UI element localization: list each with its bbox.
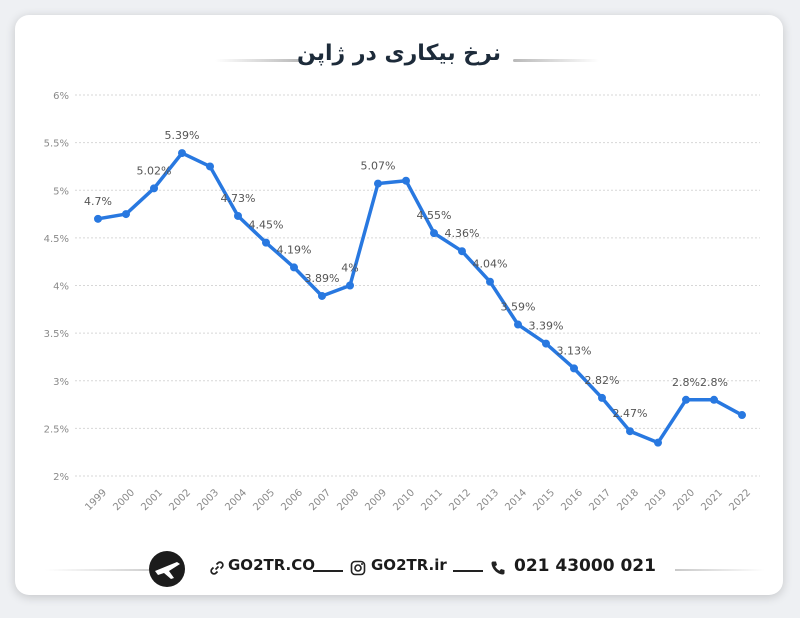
data-point[interactable]	[262, 238, 270, 247]
footer-rule-right	[675, 569, 765, 571]
title-bar: نرخ بیکاری در ژاپن	[15, 15, 783, 91]
x-tick-label: 2001	[139, 487, 165, 513]
data-label: 4.7%	[84, 195, 112, 208]
x-tick-label: 2003	[195, 487, 221, 513]
data-label: 3.13%	[557, 344, 592, 357]
x-tick-label: 2013	[475, 487, 501, 513]
footer-rule-left	[45, 569, 165, 571]
data-label: 4.73%	[221, 192, 256, 205]
x-tick-label: 2015	[531, 487, 557, 513]
data-point[interactable]	[542, 339, 550, 348]
x-tick-label: 1999	[83, 487, 109, 513]
data-point[interactable]	[346, 281, 354, 290]
y-tick-label: 4%	[53, 282, 69, 293]
data-label: 3.59%	[501, 301, 536, 314]
data-point[interactable]	[290, 263, 298, 272]
data-label: 2.47%	[613, 407, 648, 420]
data-point[interactable]	[710, 395, 718, 404]
x-tick-label: 2009	[363, 487, 389, 513]
x-tick-label: 2012	[447, 487, 473, 513]
chart-card: نرخ بیکاری در ژاپن 2% 2.5% 3% 3.5% 4% 4.5% 5% 5…	[15, 15, 783, 595]
data-label: 3.89%	[305, 272, 340, 285]
data-point[interactable]	[570, 364, 578, 373]
y-tick-label: 2.5%	[44, 424, 69, 435]
title-decor-left	[215, 59, 301, 62]
data-point[interactable]	[402, 176, 410, 185]
data-label: 4.04%	[473, 258, 508, 271]
instagram-text[interactable]: GO2TR.ir	[371, 556, 447, 574]
chart-title: نرخ بیکاری در ژاپن	[296, 41, 502, 66]
x-tick-label: 2022	[727, 487, 753, 513]
instagram-icon	[350, 560, 366, 576]
data-point[interactable]	[318, 291, 326, 300]
data-point[interactable]	[206, 162, 214, 171]
data-point[interactable]	[486, 277, 494, 286]
y-tick-label: 3.5%	[44, 329, 69, 340]
link-icon	[210, 561, 224, 575]
data-label: 4.55%	[417, 209, 452, 222]
data-label: 5.07%	[361, 160, 396, 173]
series-line	[96, 151, 744, 445]
x-tick-label: 2017	[587, 487, 613, 513]
x-tick-label: 2019	[643, 487, 669, 513]
data-point[interactable]	[94, 214, 102, 223]
x-tick-label: 2014	[503, 487, 529, 513]
x-tick-label: 2007	[307, 487, 333, 513]
y-tick-label: 2%	[53, 472, 69, 483]
data-point[interactable]	[458, 247, 466, 256]
x-tick-label: 2002	[167, 487, 193, 513]
phone-icon	[491, 561, 505, 575]
footer-separator	[453, 570, 483, 572]
data-label: 2.8%	[700, 376, 728, 389]
title-decor-right	[513, 59, 599, 62]
data-point[interactable]	[178, 149, 186, 158]
data-point[interactable]	[654, 438, 662, 447]
data-point[interactable]	[122, 210, 130, 219]
y-tick-label: 4.5%	[44, 234, 69, 245]
airplane-logo-icon	[149, 551, 185, 587]
data-point[interactable]	[598, 393, 606, 402]
x-tick-label: 2020	[671, 487, 697, 513]
x-tick-label: 2004	[223, 487, 249, 513]
data-point[interactable]	[626, 427, 634, 436]
x-tick-label: 2011	[419, 487, 445, 513]
data-point[interactable]	[374, 179, 382, 188]
x-tick-label: 2010	[391, 487, 417, 513]
x-tick-label: 2021	[699, 487, 725, 513]
y-tick-label: 6%	[53, 91, 69, 102]
data-point[interactable]	[234, 211, 242, 220]
data-label: 5.39%	[165, 129, 200, 142]
x-tick-label: 2016	[559, 487, 585, 513]
data-point[interactable]	[150, 184, 158, 193]
data-label: 4.45%	[249, 219, 284, 232]
line-chart: 2%2.5%3%3.5%4%4.5%5%5.5%6%1999 2000 2001 20…	[44, 91, 760, 513]
footer-separator	[313, 570, 343, 572]
data-label: 4.19%	[277, 243, 312, 256]
data-point[interactable]	[430, 229, 438, 238]
website-text[interactable]: GO2TR.CO	[228, 556, 316, 574]
x-tick-label: 2000	[111, 487, 137, 513]
data-label: 2.82%	[585, 374, 620, 387]
x-tick-label: 2008	[335, 487, 361, 513]
data-point[interactable]	[514, 320, 522, 329]
y-tick-label: 5%	[53, 186, 69, 197]
data-label: 3.39%	[529, 320, 564, 333]
y-tick-label: 3%	[53, 377, 69, 388]
footer: GO2TR.CO GO2TR.ir 021 43000 021	[15, 541, 783, 595]
x-tick-label: 2018	[615, 487, 641, 513]
x-tick-label: 2006	[279, 487, 305, 513]
data-label: 4%	[341, 262, 358, 275]
phone-text[interactable]: 021 43000 021	[514, 556, 656, 576]
data-label: 4.36%	[445, 227, 480, 240]
x-tick-label: 2005	[251, 487, 277, 513]
data-point[interactable]	[738, 411, 746, 420]
data-label: 2.8%	[672, 376, 700, 389]
y-tick-label: 5.5%	[44, 139, 69, 150]
data-label: 5.02%	[137, 164, 172, 177]
data-point[interactable]	[682, 395, 690, 404]
